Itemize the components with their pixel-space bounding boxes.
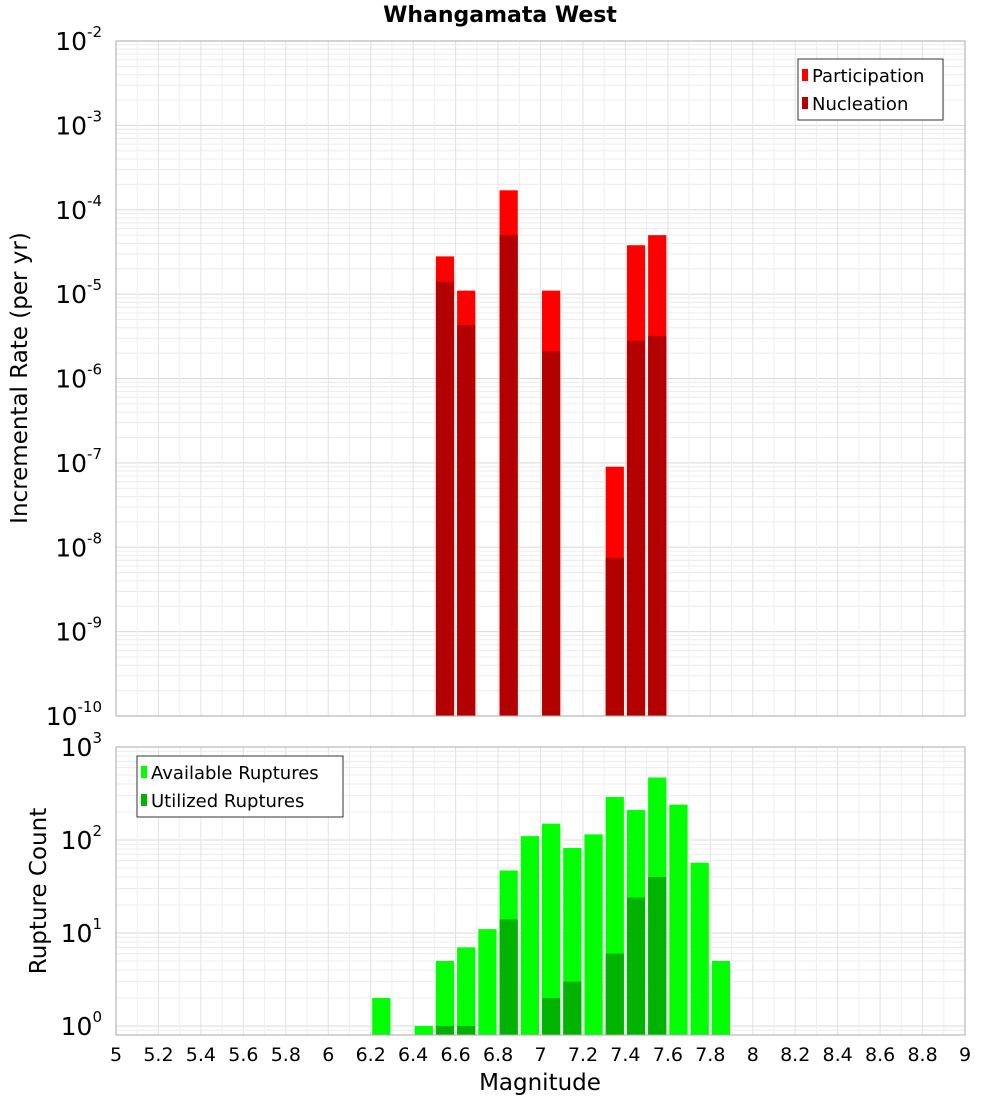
legend-label: Available Ruptures <box>151 763 319 784</box>
x-tick-label: 6.6 <box>440 1044 470 1066</box>
top-bar-nucleation <box>435 281 455 716</box>
top-bar-nucleation <box>605 557 624 716</box>
y-tick-label: 10-10 <box>46 698 102 731</box>
x-tick-label: 8.4 <box>823 1044 853 1066</box>
bottom-y-tick-labels: 100 101 102 103 <box>61 729 102 1041</box>
top-bar-nucleation <box>542 351 561 716</box>
y-tick-label: 10-2 <box>55 23 102 56</box>
legend-swatch <box>141 794 147 806</box>
x-axis-label: Magnitude <box>479 1070 601 1096</box>
x-tick-label: 6.8 <box>483 1044 513 1066</box>
y-tick-label: 100 <box>61 1008 102 1041</box>
x-tick-label: 6.2 <box>356 1044 386 1066</box>
bottom-bar-available-ruptures <box>372 997 391 1035</box>
x-tick-label: 6 <box>322 1044 334 1066</box>
y-tick-label: 10-6 <box>55 361 102 394</box>
top-plot-grid <box>115 40 966 717</box>
top-bar-nucleation <box>626 340 646 716</box>
legend-label: Participation <box>812 66 924 87</box>
legend-swatch <box>141 766 147 778</box>
top-bar-nucleation <box>499 235 518 716</box>
x-tick-label: 8.8 <box>907 1044 937 1066</box>
top-legend: Participation Nucleation <box>797 58 944 121</box>
y-tick-label: 10-5 <box>55 276 102 309</box>
bottom-plot-bars <box>372 777 731 1035</box>
legend-box <box>797 58 944 121</box>
bottom-bar-utilized-ruptures <box>626 897 646 1035</box>
x-tick-label: 8.2 <box>780 1044 810 1066</box>
x-tick-label: 8 <box>747 1044 759 1066</box>
x-tick-label: 6.4 <box>398 1044 428 1066</box>
bottom-bar-available-ruptures <box>520 836 539 1035</box>
bottom-legend: Available Ruptures Utilized Ruptures <box>136 755 344 818</box>
bottom-bar-available-ruptures <box>669 804 688 1035</box>
legend-swatch <box>802 69 808 81</box>
top-plot-bars <box>435 190 667 717</box>
bottom-bar-utilized-ruptures <box>457 1025 476 1035</box>
x-tick-label: 8.6 <box>865 1044 895 1066</box>
bottom-bar-utilized-ruptures <box>435 1025 455 1035</box>
top-y-axis-label: Incremental Rate (per yr) <box>7 232 33 524</box>
y-tick-label: 102 <box>61 822 102 855</box>
y-tick-label: 10-4 <box>55 192 102 225</box>
legend-box <box>136 755 344 818</box>
bottom-bar-utilized-ruptures <box>499 919 518 1035</box>
x-tick-label: 5.6 <box>228 1044 258 1066</box>
bottom-bar-available-ruptures <box>457 947 476 1035</box>
top-bar-nucleation <box>457 325 476 716</box>
x-tick-label: 5 <box>110 1044 122 1066</box>
x-tick-label: 5.2 <box>143 1044 173 1066</box>
x-tick-label: 7.8 <box>695 1044 725 1066</box>
y-tick-label: 101 <box>61 915 102 948</box>
x-tick-label: 9 <box>959 1044 971 1066</box>
bottom-bar-available-ruptures <box>711 960 731 1035</box>
x-tick-label: 7 <box>534 1044 546 1066</box>
bottom-bar-available-ruptures <box>478 929 497 1035</box>
legend-swatch <box>802 97 808 109</box>
bottom-bar-utilized-ruptures <box>648 877 667 1035</box>
legend-label: Utilized Ruptures <box>151 791 304 812</box>
x-tick-labels: 5 5.2 5.4 5.6 5.8 6 6.2 6.4 6.6 6.8 7 7.2 7.4 7.6 7.8 8… <box>110 1044 971 1066</box>
x-tick-label: 5.8 <box>271 1044 301 1066</box>
bottom-bar-available-ruptures <box>435 960 455 1035</box>
y-tick-label: 10-8 <box>55 529 102 562</box>
top-plot-frame <box>115 40 966 717</box>
bottom-bar-available-ruptures <box>584 834 603 1035</box>
y-tick-label: 10-3 <box>55 107 102 140</box>
bottom-bar-available-ruptures <box>542 823 561 1035</box>
x-tick-label: 7.6 <box>653 1044 683 1066</box>
bottom-bar-utilized-ruptures <box>542 997 561 1035</box>
y-tick-label: 103 <box>61 729 102 762</box>
bottom-y-axis-label: Rupture Count <box>26 808 52 974</box>
x-tick-label: 7.4 <box>610 1044 640 1066</box>
bottom-bar-utilized-ruptures <box>605 953 624 1035</box>
top-bar-nucleation <box>648 335 667 716</box>
y-tick-label: 10-7 <box>55 445 102 478</box>
x-tick-label: 5.4 <box>186 1044 216 1066</box>
top-y-tick-labels: 10-10 10-9 10-8 10-7 10-6 10-5 10-4 10-3 10-2 <box>46 23 102 731</box>
bottom-plot-frame <box>115 746 966 1036</box>
legend-label: Nucleation <box>812 94 908 115</box>
chart-title: Whangamata West <box>383 3 617 28</box>
bottom-bar-utilized-ruptures <box>563 981 582 1035</box>
bottom-bar-available-ruptures <box>690 862 709 1035</box>
y-tick-label: 10-9 <box>55 614 102 647</box>
x-tick-label: 7.2 <box>568 1044 598 1066</box>
bottom-bar-available-ruptures <box>414 1025 433 1035</box>
